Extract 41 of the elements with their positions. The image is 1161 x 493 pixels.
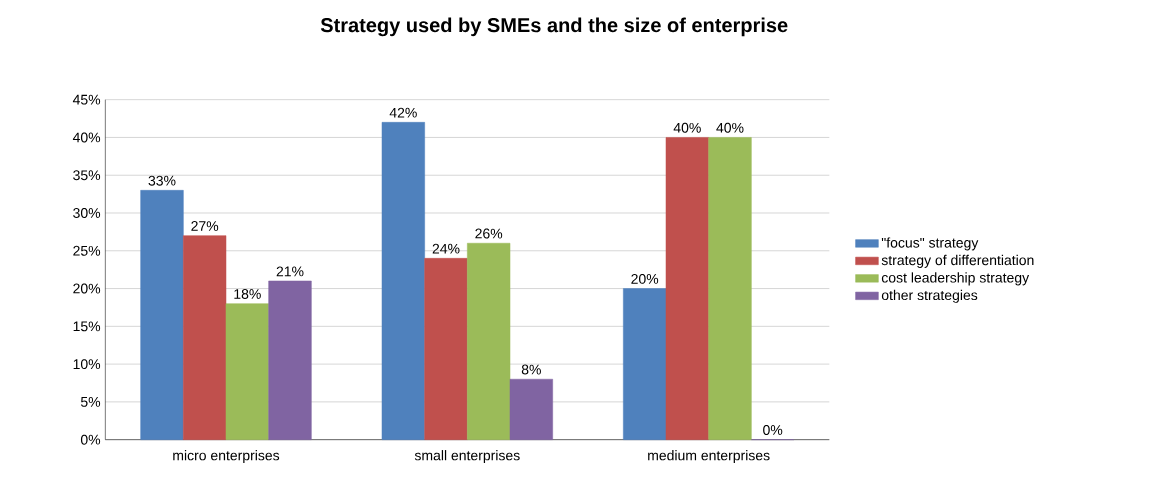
data-label: 27% <box>191 221 219 231</box>
bar <box>381 122 425 440</box>
y-tick-label: 30% <box>73 208 101 218</box>
y-tick-label: 10% <box>73 359 101 370</box>
bar <box>665 137 709 440</box>
y-tick-label: 40% <box>72 132 101 143</box>
legend-label: other strategies <box>881 289 978 303</box>
chart-title: Strategy used by SMEs and the size of enterprise <box>320 17 788 37</box>
y-tick-label: 15% <box>73 321 101 332</box>
data-label: 20% <box>631 273 659 284</box>
bar <box>268 280 312 440</box>
bar <box>708 137 752 440</box>
x-tick-label: medium enterprises <box>648 450 770 464</box>
x-tick-label: micro enterprises <box>173 450 280 464</box>
y-tick-label: 25% <box>73 245 101 256</box>
y-tick-label: 45% <box>72 94 101 105</box>
y-tick-label: 20% <box>73 283 101 294</box>
data-label: 26% <box>475 228 503 239</box>
data-label: 40% <box>716 122 744 133</box>
data-label: 18% <box>234 289 261 299</box>
data-label: 42% <box>389 107 417 118</box>
data-label: 40% <box>673 122 701 133</box>
bar <box>183 235 227 440</box>
bar <box>509 378 553 440</box>
bar <box>424 258 468 440</box>
data-label: 33% <box>148 175 176 186</box>
bar <box>225 303 269 440</box>
y-tick-label: 35% <box>73 170 101 181</box>
x-tick-label: small enterprises <box>414 450 520 464</box>
legend-label: strategy of differentiation <box>881 254 1034 268</box>
bar <box>623 288 667 440</box>
data-label: 8% <box>521 364 541 375</box>
bar <box>140 190 184 440</box>
y-tick-label: 5% <box>80 396 101 407</box>
y-tick-label: 0% <box>80 434 101 445</box>
data-label: 21% <box>276 266 304 277</box>
legend-label: "focus" strategy <box>881 237 979 251</box>
legend-label: cost leadership strategy <box>881 272 1030 286</box>
data-label: 0% <box>763 425 783 435</box>
bar <box>467 242 511 440</box>
data-label: 24% <box>432 243 460 254</box>
